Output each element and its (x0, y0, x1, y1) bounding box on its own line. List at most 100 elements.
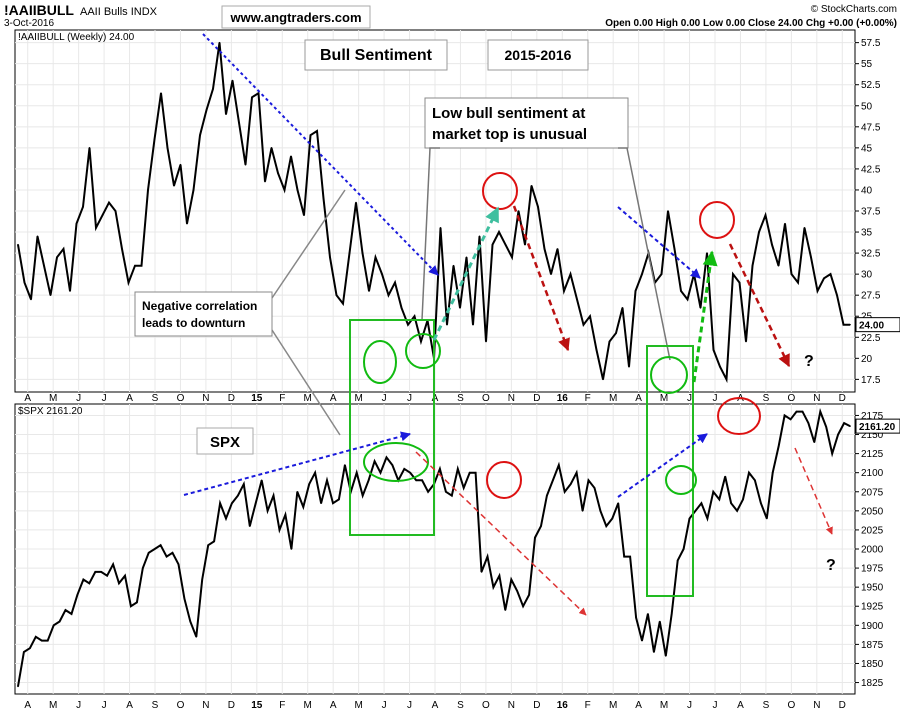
bot-data-point (260, 479, 263, 482)
top-data-point (316, 130, 318, 132)
top-data-point (108, 201, 110, 204)
bot-data-point (528, 593, 530, 596)
bot-ytick-label: 2025 (861, 525, 884, 536)
top-data-point (511, 256, 513, 259)
top-data-point (114, 210, 117, 212)
top-xtick-label: S (152, 393, 159, 404)
bot-xtick-label: S (457, 700, 464, 711)
top-data-point (17, 243, 19, 246)
top-ytick-label: 37.5 (861, 207, 881, 218)
red-circle-spx2016 (717, 397, 761, 435)
top-data-point (95, 227, 97, 229)
bot-xtick-label: J (713, 700, 718, 711)
top-xtick-label: O (787, 393, 795, 404)
top-data-point (595, 349, 598, 351)
bot-xtick-label: S (763, 700, 770, 711)
bot-ytick-label: 1925 (861, 602, 884, 613)
top-xtick-label: J (407, 393, 412, 404)
bot-xtick-label: 15 (251, 700, 263, 711)
top-data-point (231, 79, 234, 82)
red-circle-top-2016 (699, 201, 735, 239)
top-data-point (816, 290, 819, 292)
bot-data-point (201, 578, 204, 581)
top-ytick-label: 55 (861, 59, 873, 70)
bot-data-point (272, 494, 275, 497)
top-data-point (751, 264, 754, 267)
bot-data-point (82, 578, 85, 581)
bot-data-point (385, 456, 388, 459)
bot-xtick-label: O (482, 700, 490, 711)
top-ytick-label: 42.5 (861, 164, 881, 175)
top-data-point (849, 323, 851, 326)
arrow-red-spx-future (794, 447, 833, 535)
bot-data-point (653, 651, 655, 653)
top-data-point (283, 189, 286, 191)
top-xtick-label: 15 (251, 393, 263, 404)
top-data-point (784, 222, 786, 225)
top-ytick-label: 27.5 (861, 291, 881, 302)
bot-xtick-label: D (533, 700, 540, 711)
top-data-point (537, 205, 539, 208)
low-bull-callout-box (424, 97, 629, 149)
bot-data-point (659, 620, 661, 623)
bot-data-point (623, 555, 625, 558)
bot-ytick-label: 1850 (861, 659, 884, 670)
bot-data-point (159, 544, 162, 546)
top-xtick-label: J (102, 393, 107, 404)
bot-data-point (427, 490, 429, 493)
top-data-point (186, 222, 188, 225)
arrow-red-down-2016 (728, 243, 791, 368)
top-xtick-label: A (126, 393, 133, 404)
top-ytick-label: 45 (861, 143, 873, 154)
bot-data-point (100, 571, 102, 573)
top-data-point (771, 243, 773, 246)
bot-data-point (813, 441, 816, 443)
top-data-point (667, 210, 669, 212)
top-data-point (530, 184, 533, 187)
bot-data-point (825, 426, 828, 428)
top-ytick-label: 30 (861, 270, 873, 281)
top-xtick-label: A (24, 393, 31, 404)
bot-data-point (546, 494, 548, 497)
bot-data-point (647, 613, 649, 615)
top-data-point (394, 281, 396, 284)
bot-data-point (17, 685, 19, 688)
top-data-point (36, 235, 39, 238)
header-ohlc: Open 0.00 High 0.00 Low 0.00 Close 24.00… (605, 18, 897, 29)
top-data-point (348, 252, 351, 254)
top-data-point (764, 214, 767, 217)
bot-data-point (367, 479, 370, 482)
bot-data-point (611, 517, 614, 520)
top-data-point (218, 41, 221, 44)
bot-data-point (558, 464, 560, 466)
neg-corr-pointer-2 (271, 329, 341, 436)
top-data-point (777, 264, 780, 267)
top-data-point (49, 294, 52, 296)
bot-data-point (254, 502, 257, 505)
bot-ytick-label: 2050 (861, 506, 884, 517)
top-data-point (88, 147, 91, 149)
low-bull-line2: market top is unusual (432, 126, 587, 143)
top-data-point (30, 298, 32, 301)
arrow-teal-up (432, 206, 500, 341)
bot-data-point (569, 483, 572, 485)
top-data-point (381, 273, 383, 275)
top-data-point (823, 277, 825, 280)
bot-xtick-label: A (737, 700, 744, 711)
bot-data-point (344, 464, 346, 466)
top-xtick-label: J (687, 393, 692, 404)
low-bull-line1: Low bull sentiment at (432, 105, 585, 122)
neg-corr-pointer-1 (271, 189, 346, 299)
bot-data-point (58, 620, 61, 623)
bot-last-value-box (855, 418, 900, 434)
bot-data-point (171, 552, 174, 554)
bot-data-point (112, 563, 114, 566)
bot-data-point (789, 418, 792, 421)
bot-data-point (445, 490, 447, 493)
top-data-point (504, 243, 507, 246)
green-circle-spx2016 (665, 465, 697, 495)
top-xtick-label: D (533, 393, 540, 404)
bull-sentiment-label: Bull Sentiment (320, 47, 433, 64)
bot-data-point (456, 468, 459, 470)
bot-data-point (676, 559, 679, 562)
